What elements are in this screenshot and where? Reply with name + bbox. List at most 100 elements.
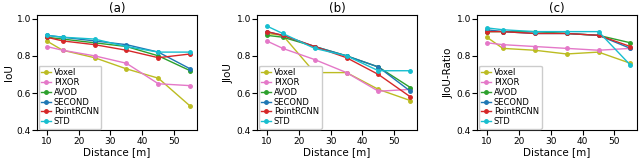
Line: PointRCNN: PointRCNN [265,30,412,99]
Y-axis label: JIoU-Ratio: JIoU-Ratio [444,47,454,98]
AVOD [186,70,194,72]
Line: PIXOR: PIXOR [265,39,412,93]
Y-axis label: IoU: IoU [4,64,13,81]
STD [123,46,131,48]
SECOND [123,44,131,46]
PointRCNN [43,36,51,38]
PIXOR [59,49,67,51]
Line: Voxel: Voxel [485,35,632,65]
Voxel [483,36,491,38]
X-axis label: Distance [m]: Distance [m] [83,147,150,157]
Line: AVOD: AVOD [45,35,192,72]
Voxel [531,49,539,51]
PIXOR [342,72,350,74]
AVOD [342,55,350,57]
STD [279,33,287,34]
PointRCNN [531,33,539,34]
Line: Voxel: Voxel [265,32,412,102]
Line: SECOND: SECOND [45,34,192,71]
Voxel [279,34,287,36]
PIXOR [154,83,162,85]
PIXOR [595,49,602,51]
Line: PIXOR: PIXOR [485,41,632,52]
AVOD [563,33,570,34]
PointRCNN [123,49,131,51]
SECOND [499,31,507,33]
Line: STD: STD [265,24,412,72]
PIXOR [374,90,382,92]
Line: SECOND: SECOND [265,30,412,93]
Voxel [311,72,319,74]
PointRCNN [563,33,570,34]
STD [627,64,634,66]
Line: PIXOR: PIXOR [45,45,192,87]
AVOD [279,36,287,38]
PointRCNN [406,96,414,98]
Line: PointRCNN: PointRCNN [485,30,632,48]
Line: AVOD: AVOD [485,30,632,45]
STD [595,31,602,33]
Legend: Voxel, PIXOR, AVOD, SECOND, PointRCNN, STD: Voxel, PIXOR, AVOD, SECOND, PointRCNN, S… [479,66,541,129]
STD [59,36,67,38]
PointRCNN [91,44,99,46]
PIXOR [311,59,319,61]
PIXOR [186,85,194,87]
Voxel [374,88,382,90]
Voxel [342,72,350,74]
SECOND [91,40,99,42]
PointRCNN [342,57,350,59]
STD [406,70,414,72]
PIXOR [499,44,507,46]
Title: (b): (b) [328,2,346,15]
Legend: Voxel, PIXOR, AVOD, SECOND, PointRCNN, STD: Voxel, PIXOR, AVOD, SECOND, PointRCNN, S… [39,66,101,129]
Voxel [43,40,51,42]
AVOD [595,34,602,36]
Voxel [627,62,634,64]
PointRCNN [279,34,287,36]
PointRCNN [627,46,634,48]
AVOD [374,66,382,68]
AVOD [123,46,131,48]
STD [311,47,319,49]
AVOD [59,38,67,40]
PIXOR [483,42,491,44]
PIXOR [123,62,131,64]
PIXOR [279,47,287,49]
STD [531,31,539,33]
PIXOR [627,47,634,49]
PointRCNN [499,31,507,33]
AVOD [483,31,491,33]
STD [43,34,51,36]
PointRCNN [374,73,382,75]
PIXOR [406,88,414,90]
STD [374,70,382,72]
SECOND [595,34,602,36]
SECOND [154,51,162,53]
Voxel [263,33,271,34]
PIXOR [43,46,51,48]
Title: (a): (a) [109,2,125,15]
Voxel [91,57,99,59]
AVOD [627,42,634,44]
SECOND [263,31,271,33]
AVOD [311,46,319,48]
AVOD [91,42,99,44]
STD [186,51,194,53]
Line: AVOD: AVOD [265,34,412,89]
Line: STD: STD [485,26,632,67]
SECOND [563,33,570,34]
Title: (c): (c) [549,2,565,15]
STD [263,25,271,27]
PointRCNN [154,57,162,59]
Voxel [154,77,162,79]
SECOND [374,66,382,68]
SECOND [406,90,414,92]
SECOND [531,33,539,34]
Voxel [406,99,414,101]
SECOND [627,47,634,49]
AVOD [263,34,271,36]
AVOD [406,86,414,88]
AVOD [531,31,539,33]
Y-axis label: JIoU: JIoU [224,63,234,82]
X-axis label: Distance [m]: Distance [m] [303,147,371,157]
